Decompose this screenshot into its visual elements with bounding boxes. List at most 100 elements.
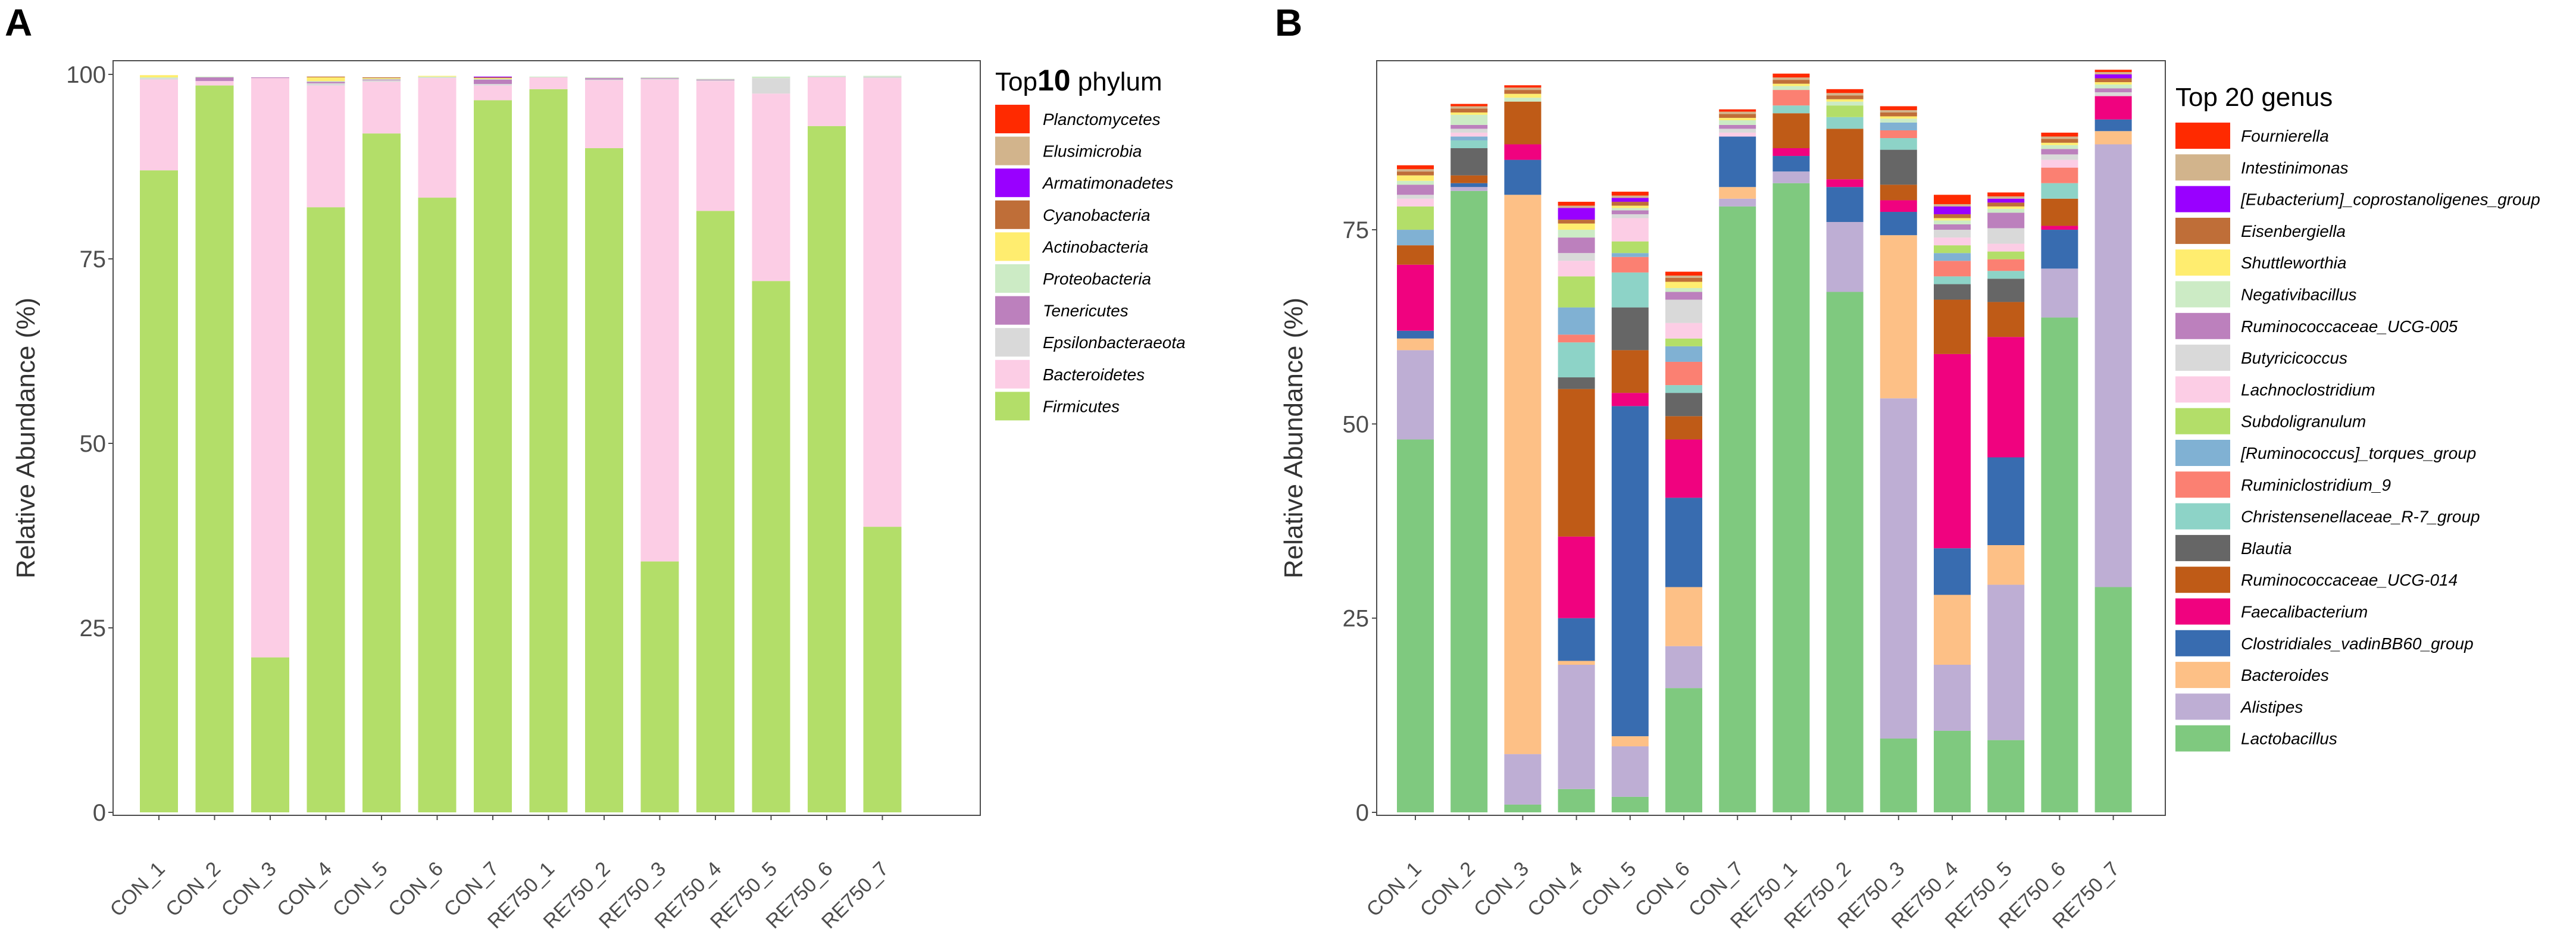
bar-segment-christensenellaceae-r-7-group	[1611, 272, 1649, 308]
bar-segment-ruminiclostridium-9	[1934, 261, 1971, 277]
bar-segment-faecalibacterium	[1772, 148, 1810, 157]
bar-segment-ruminococcaceae-ucg-005	[1665, 292, 1702, 300]
y-tick-label: 75	[1343, 217, 1370, 243]
legend-label: [Ruminococcus]_torques_group	[2240, 444, 2476, 462]
legend-swatch	[2175, 281, 2230, 308]
bar-segment-ruminococcaceae-ucg-014	[1611, 350, 1649, 393]
bar-segment-shuttleworthia	[1719, 118, 1756, 121]
bar-segment-intestinimonas	[1880, 110, 1917, 112]
bar-segment-eisenbergiella	[1987, 202, 2025, 207]
panel-b-letter: B	[1275, 1, 1302, 44]
bar-segment-eisenbergiella	[1450, 108, 1488, 112]
bar-segment-epsilonbacteraeota	[474, 84, 512, 86]
panel-a-y-axis-title: Relative Abundance (%)	[11, 298, 40, 578]
bar-segment-alistipes	[1558, 665, 1595, 789]
bar-segment-fournierella	[1611, 192, 1649, 196]
bar-segment-tenericutes	[474, 79, 512, 85]
bar-segment-lactobacillus	[1826, 292, 1864, 812]
panel-a-plot-frame	[112, 60, 981, 816]
bar-segment-bacteroidetes	[418, 78, 457, 198]
legend-swatch	[2175, 471, 2230, 498]
bar-segment-eisenbergiella	[1880, 112, 1917, 117]
bar-segment-ruminococcaceae-ucg-014	[1504, 101, 1542, 145]
bar-segment-intestinimonas	[2094, 72, 2132, 74]
legend-swatch	[2175, 312, 2230, 339]
bar-segment-christensenellaceae-r-7-group	[1665, 385, 1702, 393]
bar-segment-christensenellaceae-r-7-group	[1772, 105, 1810, 114]
bar-segment-bacteroides	[1934, 595, 1971, 665]
legend-label: Firmicutes	[1043, 397, 1120, 415]
bar-segment-intestinimonas	[1665, 276, 1702, 278]
bar-segment-negativibacillus	[2094, 84, 2132, 89]
legend-label: Fournierella	[2241, 127, 2329, 145]
x-tick-label: CON_4	[273, 858, 336, 921]
legend-swatch	[2175, 503, 2230, 530]
legend-swatch	[2175, 725, 2230, 752]
panel-b-y-axis-title: Relative Abundance (%)	[1279, 298, 1308, 578]
bar-segment-eisenbergiella	[1772, 80, 1810, 84]
legend-label: Intestinimonas	[2241, 158, 2349, 177]
bar-segment-shuttleworthia	[1504, 93, 1542, 98]
bar-segment-firmicutes	[362, 133, 401, 813]
bar-segment-shuttleworthia	[1826, 99, 1864, 102]
bar-segment-firmicutes	[529, 89, 568, 812]
legend-swatch	[2175, 345, 2230, 371]
bar-segment--ruminococcus-torques-group	[1611, 253, 1649, 257]
bar-segment-ruminococcaceae-ucg-014	[1397, 245, 1434, 265]
bar-segment-proteobacteria	[640, 77, 679, 79]
bar-segment-christensenellaceae-r-7-group	[1987, 271, 2025, 279]
bar-segment-bacteroidetes	[752, 93, 790, 281]
panel-b-legend-title: Top 20 genus	[2175, 83, 2333, 112]
bar-segment-ruminococcaceae-ucg-005	[1558, 237, 1595, 254]
bar-segment-ruminococcaceae-ucg-014	[2041, 198, 2078, 226]
bar-segment-ruminococcaceae-ucg-014	[1665, 416, 1702, 440]
bar-segment-lactobacillus	[1772, 183, 1810, 813]
bar-segment-blautia	[1611, 307, 1649, 351]
bar-segment--eubacterium-coprostanoligenes-group	[1987, 198, 2025, 203]
bar-segment-fournierella	[1558, 202, 1595, 206]
legend-label: Clostridiales_vadinBB60_group	[2241, 634, 2474, 653]
legend-label: Actinobacteria	[1042, 237, 1148, 256]
legend-swatch	[995, 296, 1030, 325]
legend-label: Lactobacillus	[2241, 730, 2337, 748]
bar-segment-butyricicoccus	[1934, 230, 1971, 238]
bar-segment-clostridiales-vadinbb60-group	[1987, 457, 2025, 545]
bar-segment-subdoligranulum	[1558, 276, 1595, 308]
bar-segment-lachnoclostridium	[2041, 159, 2078, 168]
bar-segment-eisenbergiella	[1719, 114, 1756, 118]
bar-segment-ruminococcaceae-ucg-014	[1987, 302, 2025, 337]
bar-segment-fournierella	[1826, 89, 1864, 93]
bar-segment-ruminiclostridium-9	[1558, 334, 1595, 343]
bar-segment-subdoligranulum	[1397, 206, 1434, 230]
bar-segment-fournierella	[1934, 195, 1971, 204]
bar-segment-negativibacillus	[1397, 180, 1434, 185]
bar-segment-christensenellaceae-r-7-group	[2041, 183, 2078, 199]
bar-segment-eisenbergiella	[1665, 277, 1702, 282]
x-tick-label: CON_3	[1470, 858, 1533, 921]
bar-segment--ruminococcus-torques-group	[1934, 253, 1971, 261]
legend-swatch	[995, 264, 1030, 293]
panel-b-legend: Fournierella Intestinimonas [Eubacterium]_…	[2175, 123, 2540, 752]
legend-label: Tenericutes	[1043, 302, 1128, 320]
bar-segment-negativibacillus	[1611, 208, 1649, 211]
legend-swatch	[995, 232, 1030, 261]
bar-segment--ruminococcus-torques-group	[1397, 230, 1434, 246]
bar-segment-intestinimonas	[1987, 196, 2025, 199]
bar-segment-ruminococcaceae-ucg-014	[1772, 113, 1810, 148]
y-tick-label: 25	[80, 615, 107, 642]
bar-segment-eisenbergiella	[2041, 139, 2078, 143]
bar-segment-clostridiales-vadinbb60-group	[1772, 156, 1810, 172]
bar-segment-firmicutes	[418, 198, 457, 813]
bar-segment-ruminiclostridium-9	[1880, 130, 1917, 139]
bar-segment--ruminococcus-torques-group	[1558, 307, 1595, 335]
bar-segment-intestinimonas	[1719, 111, 1756, 114]
bar-segment-bacteroidetes	[362, 82, 401, 134]
x-tick-label: CON_6	[384, 858, 448, 921]
legend-label: Bacteroidetes	[1043, 365, 1145, 384]
bar-segment-tenericutes	[251, 77, 289, 79]
bar-segment-subdoligranulum	[1934, 245, 1971, 254]
bar-segment-alistipes	[2094, 144, 2132, 587]
bar-segment-proteobacteria	[140, 77, 178, 79]
bar-segment-shuttleworthia	[1665, 281, 1702, 288]
